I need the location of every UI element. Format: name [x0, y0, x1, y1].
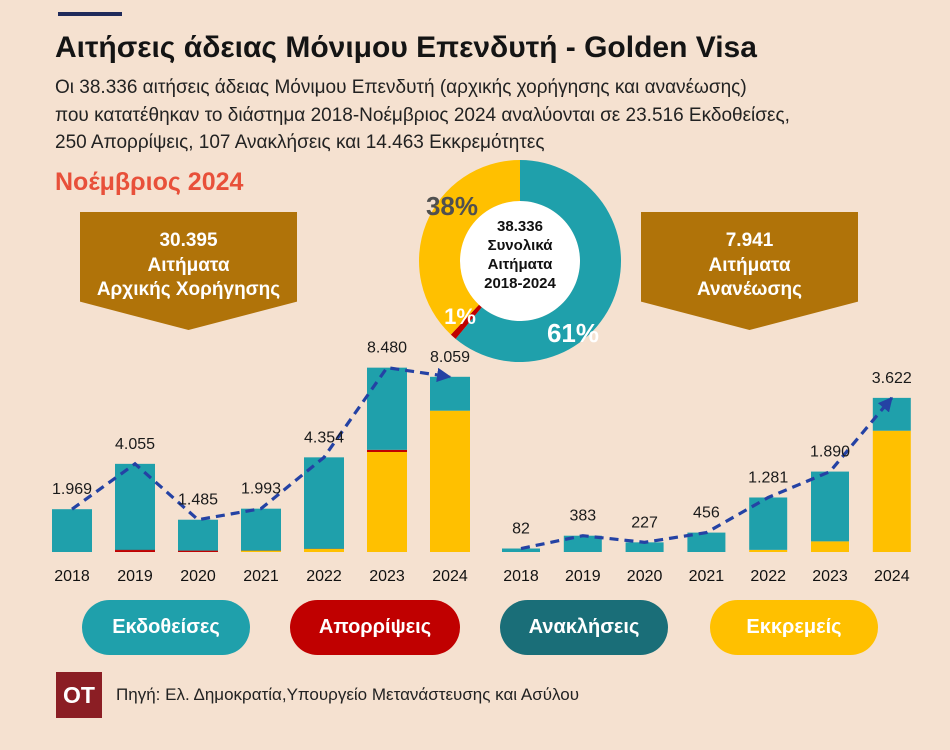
renewal-bar-2024-issued: [872, 397, 911, 431]
initial-trend-arrow: [71, 365, 452, 522]
legend-revoked: Ανακλήσεις: [500, 600, 668, 655]
initial-bar-2021-pending: [241, 550, 281, 552]
renewal-labels: 82 2018 383 2019 227 2020 456 2021 1.281 2022 1.89…: [503, 370, 912, 585]
initial-bar-2020-revoked: [178, 550, 218, 551]
donut-hole: [460, 201, 580, 321]
date-label: Νοέμβριος 2024: [55, 168, 244, 196]
initial-bar-2024-pending: [430, 410, 470, 552]
renewal-year-label: 2023: [812, 568, 848, 585]
renewal-value-label: 227: [631, 514, 658, 531]
donut-slice-issued: [455, 160, 621, 362]
renewal-line1: Αιτήματα: [708, 254, 791, 276]
initial-bar-2019-revoked: [115, 549, 155, 551]
initial-year-label: 2020: [180, 568, 216, 585]
donut-center-total: 38.336: [497, 218, 543, 235]
initial-value-label: 4.055: [115, 436, 155, 453]
renewal-value-label: 3.622: [872, 370, 912, 387]
renewal-year-label: 2021: [689, 568, 725, 585]
initial-bar-2023-issued: [367, 367, 407, 450]
summary-line: Οι 38.336 αιτήσεις άδειας Μόνιμου Επενδυ…: [55, 77, 747, 98]
initial-year-label: 2024: [432, 568, 468, 585]
renewal-value-label: 82: [512, 521, 530, 538]
donut-pct-pending: 38%: [426, 191, 478, 221]
renewal-value-label: 383: [569, 508, 596, 525]
renewal-value-label: 1.281: [748, 469, 788, 486]
initial-grant-line2: Αρχικής Χορήγησης: [96, 279, 281, 300]
legend-rejected: Απορρίψεις: [290, 600, 460, 655]
initial-value-label: 8.480: [367, 340, 407, 357]
donut-pct-issued: 61%: [547, 318, 599, 348]
donut-center-line-2: Συνολικά: [488, 237, 554, 254]
initial-grant-summary-box: 30.395 Αιτήματα Αρχικής Χορήγησης: [80, 212, 297, 330]
renewal-value-label: 1.890: [810, 444, 850, 461]
initial-bar-2021-issued: [241, 508, 281, 551]
summary-line: που κατατέθηκαν το διάστημα 2018-Νοέμβρι…: [55, 104, 790, 126]
initial-value-label: 1.993: [241, 481, 281, 498]
renewal-bar-2018-issued: [502, 548, 540, 552]
initial-year-label: 2021: [243, 568, 279, 585]
initial-bar-2020-rejected: [178, 550, 218, 552]
renewal-bar-chart: 82 2018 383 2019 227 2020 456 2021 1.281 2022 1.89…: [502, 370, 912, 585]
initial-grant-total: 30.395: [159, 230, 218, 251]
initial-bar-2023-rejected: [367, 449, 407, 452]
donut-center-line-3: Αιτήματα: [488, 256, 554, 273]
donut-slice-rejected: [450, 304, 482, 339]
initial-labels: 1.969 2018 4.055 2019 1.485 2020 1.993 2021 4.35…: [52, 340, 470, 585]
donut-slice-pending: [418, 160, 520, 335]
initial-bar-2024-issued: [430, 376, 470, 411]
renewal-line2: Ανανέωσης: [697, 279, 802, 300]
initial-year-label: 2018: [54, 568, 90, 585]
initial-bar-2022-pending: [304, 548, 344, 552]
legend-pending: Εκκρεμείς: [710, 600, 878, 655]
renewal-bar-2022-issued: [749, 497, 788, 550]
summary-text: Οι 38.336 αιτήσεις άδειας Μόνιμου Επενδυ…: [55, 74, 790, 157]
initial-grant-line1: Αιτήματα: [147, 254, 230, 276]
renewal-year-label: 2019: [565, 568, 601, 585]
renewal-bar-2023-issued: [811, 471, 849, 542]
renewal-summary-box: 7.941 Αιτήματα Ανανέωσης: [641, 212, 858, 330]
renewal-year-label: 2024: [874, 568, 910, 585]
initial-value-label: 1.485: [178, 492, 218, 509]
legend-issued: Εκδοθείσες: [82, 600, 250, 655]
initial-year-label: 2023: [369, 568, 405, 585]
initial-bars: [52, 367, 470, 552]
initial-bar-2019-issued: [115, 463, 155, 550]
renewal-bar-2022-pending: [749, 549, 788, 552]
renewal-bar-2020-issued: [625, 542, 664, 552]
renewal-bar-2024-pending: [872, 430, 911, 552]
renewal-bar-2019-issued: [563, 535, 602, 552]
donut-pct-rejected: 1%: [444, 304, 476, 329]
initial-value-label: 8.059: [430, 349, 470, 366]
renewal-value-label: 456: [693, 505, 720, 522]
renewal-bar-2021-issued: [687, 532, 726, 552]
renewal-trend-arrow: [520, 396, 894, 551]
initial-bar-2020-issued: [178, 519, 218, 551]
initial-bar-2019-rejected: [115, 550, 155, 552]
source-note: Πηγή: Ελ. Δημοκρατία,Υπουργείο Μετανάστε…: [116, 685, 579, 704]
renewal-year-label: 2018: [503, 568, 539, 585]
total-requests-donut: 38.336 Συνολικά Αιτήματα 2018-2024 38% 1…: [418, 160, 621, 362]
initial-year-label: 2019: [117, 568, 153, 585]
summary-line: 250 Απορρίψεις, 107 Ανακλήσεις και 14.46…: [55, 132, 545, 153]
initial-value-label: 1.969: [52, 481, 92, 498]
renewal-year-label: 2020: [627, 568, 663, 585]
publisher-logo: OT: [56, 672, 102, 718]
donut-center-period: 2018-2024: [484, 275, 556, 292]
top-rule: [58, 12, 122, 16]
initial-bar-2021-revoked: [241, 550, 281, 551]
initial-bar-2023-pending: [367, 452, 407, 552]
page-title: Αιτήσεις άδειας Μόνιμου Επενδυτή - Golde…: [55, 31, 757, 64]
renewal-year-label: 2022: [750, 568, 786, 585]
renewal-bars: [502, 397, 911, 552]
donut-slices: [418, 160, 621, 362]
initial-bar-2018-issued: [52, 509, 92, 552]
initial-bar-2022-issued: [304, 457, 344, 549]
initial-value-label: 4.354: [304, 429, 344, 446]
renewal-bar-2023-pending: [811, 541, 849, 552]
initial-year-label: 2022: [306, 568, 342, 585]
initial-grant-bar-chart: 1.969 2018 4.055 2019 1.485 2020 1.993 2021 4.35…: [52, 340, 470, 585]
renewal-total: 7.941: [725, 230, 774, 251]
initial-bar-2022-revoked: [304, 548, 344, 549]
